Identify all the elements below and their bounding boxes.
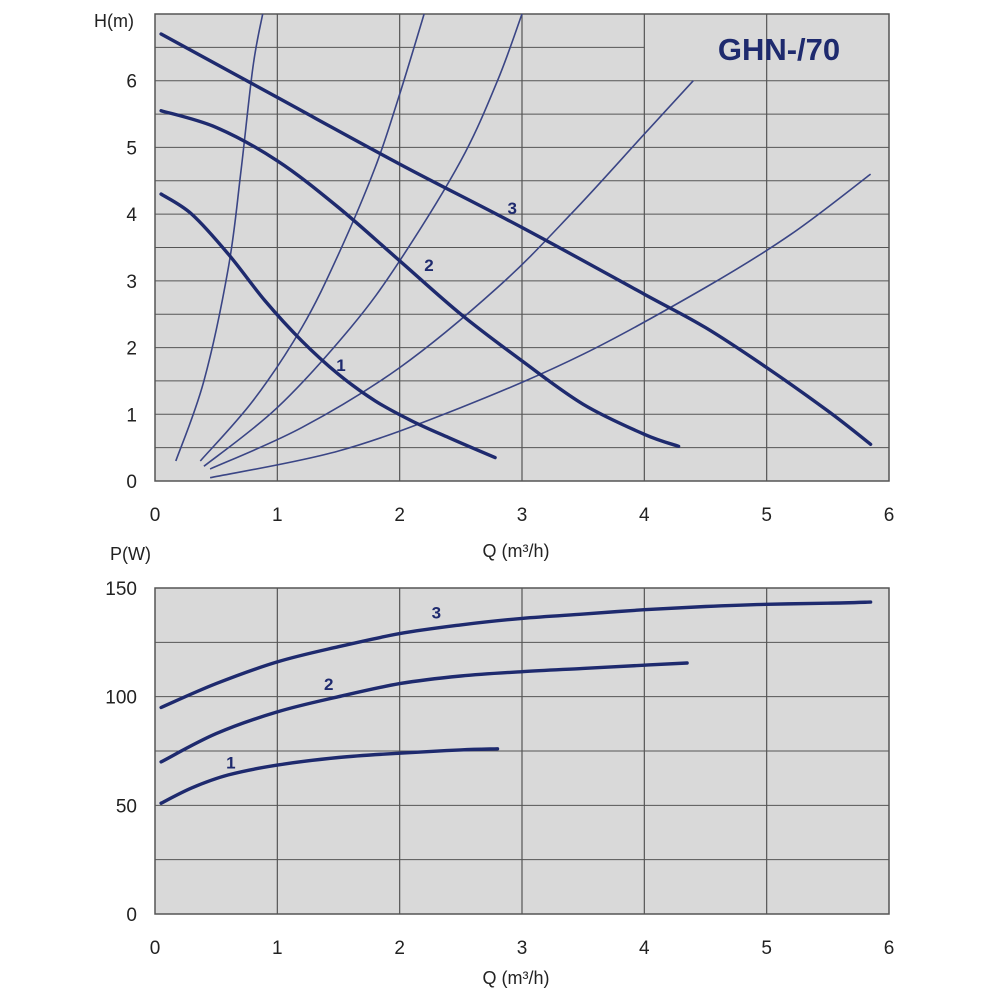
- y-tick-label: 6: [126, 72, 137, 93]
- y-tick-label: 100: [105, 688, 137, 709]
- y-tick-label: 1: [126, 405, 137, 426]
- y-tick-label: 0: [126, 905, 137, 926]
- curve-label-3: 3: [507, 199, 516, 218]
- curve-label-2: 2: [424, 256, 433, 275]
- x-tick-label: 5: [761, 505, 772, 526]
- system-curve: [175, 14, 264, 462]
- head-chart-y-axis-label: H(m): [94, 11, 134, 31]
- x-tick-label: 0: [150, 938, 161, 959]
- curve-speed-2: [159, 661, 689, 764]
- y-tick-label: 0: [126, 472, 137, 493]
- head-chart-x-ticks: 0 1 2 3 4 5 6: [150, 505, 895, 526]
- model-title: GHN-/70: [718, 32, 840, 67]
- curve-label-1: 1: [226, 753, 235, 772]
- head-chart-y-ticks: 0 1 2 3 4 5 6: [126, 72, 137, 493]
- y-tick-label: 2: [126, 339, 137, 360]
- x-tick-label: 2: [394, 938, 405, 959]
- power-chart-x-axis-label: Q (m³/h): [483, 968, 550, 988]
- curve-speed-2: [159, 109, 681, 448]
- power-chart-y-ticks: 0 50 100 150: [105, 579, 137, 926]
- x-tick-label: 6: [884, 938, 895, 959]
- x-tick-label: 1: [272, 938, 283, 959]
- x-tick-label: 6: [884, 505, 895, 526]
- curve-speed-3: [159, 600, 873, 710]
- x-tick-label: 4: [639, 505, 650, 526]
- y-tick-label: 150: [105, 579, 137, 600]
- y-tick-label: 3: [126, 272, 137, 293]
- head-curves: [159, 32, 873, 460]
- y-tick-label: 5: [126, 138, 137, 159]
- power-curves: [159, 600, 873, 805]
- curve-speed-3: [159, 32, 873, 446]
- y-tick-label: 50: [116, 796, 137, 817]
- x-tick-label: 3: [517, 505, 528, 526]
- power-chart-grid: [155, 588, 889, 914]
- head-flow-chart: 0 1 2 3 4 5 6 0 1 2 3 4 5 6 H(m) Q (m³/h) GHN-/70 1 2…: [94, 11, 894, 561]
- head-chart-x-axis-label: Q (m³/h): [483, 541, 550, 561]
- curve-label-1: 1: [336, 356, 345, 375]
- x-tick-label: 1: [272, 505, 283, 526]
- power-chart-x-ticks: 0 1 2 3 4 5 6: [150, 938, 895, 959]
- x-tick-label: 2: [394, 505, 405, 526]
- power-chart-y-axis-label: P(W): [110, 544, 151, 564]
- y-tick-label: 4: [126, 205, 137, 226]
- power-flow-chart: 0 1 2 3 4 5 6 0 50 100 150 P(W) Q (m³/h) 1 2 3: [105, 544, 894, 988]
- curve-speed-1: [159, 192, 497, 460]
- system-curve: [209, 173, 872, 479]
- curve-speed-1: [159, 747, 500, 805]
- x-tick-label: 5: [761, 938, 772, 959]
- system-curve: [199, 14, 425, 462]
- x-tick-label: 3: [517, 938, 528, 959]
- system-curve: [209, 80, 694, 470]
- curve-label-3: 3: [432, 603, 441, 622]
- curve-label-2: 2: [324, 675, 333, 694]
- x-tick-label: 0: [150, 505, 161, 526]
- x-tick-label: 4: [639, 938, 650, 959]
